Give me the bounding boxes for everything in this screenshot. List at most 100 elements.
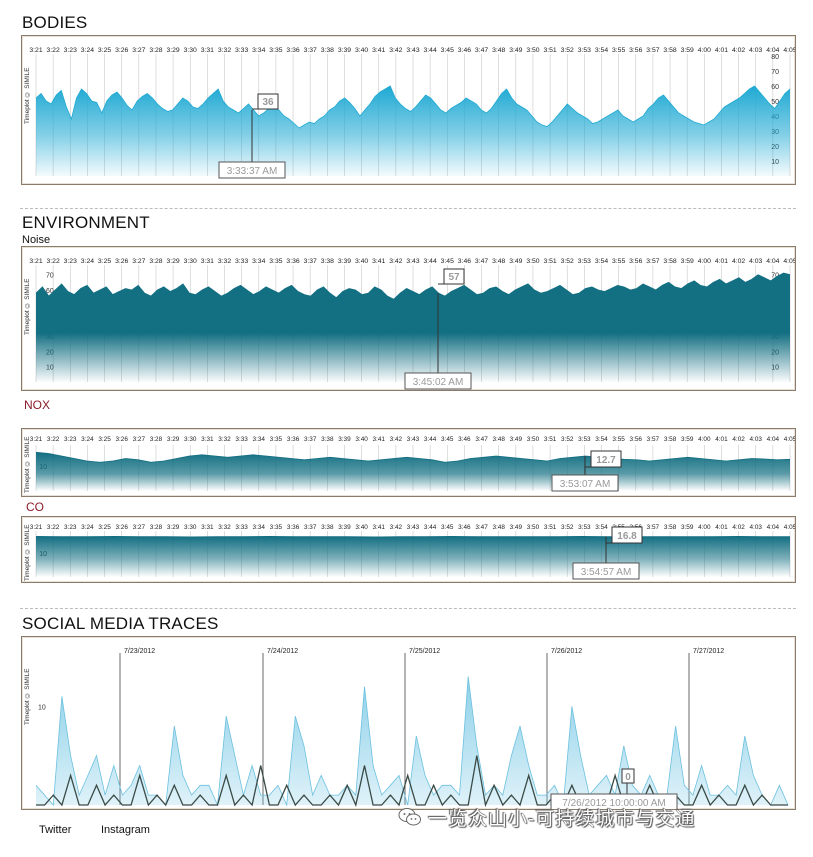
- time-tick-label: 3:53: [578, 47, 591, 54]
- time-tick-label: 3:27: [132, 258, 145, 265]
- time-tick-label: 3:37: [304, 524, 317, 531]
- time-tick-label: 3:52: [561, 524, 574, 531]
- legend-instagram[interactable]: Instagram: [101, 824, 150, 836]
- time-tick-label: 3:48: [492, 524, 505, 531]
- time-tick-label: 3:54: [595, 47, 608, 54]
- nox-chart-panel[interactable]: Timeplot © SIMILE 3:21 3:22 3:23 3:24 3:25 3:…: [21, 428, 796, 497]
- time-tick-label: 3:58: [664, 436, 677, 443]
- time-tick-label: 3:26: [115, 258, 128, 265]
- time-tick-label: 3:41: [373, 524, 386, 531]
- time-tick-label: 3:35: [269, 47, 282, 54]
- time-tick-label: 3:37: [304, 47, 317, 54]
- date-tick-label: 7/25/2012: [409, 648, 440, 655]
- time-tick-label: 3:50: [527, 524, 540, 531]
- time-tick-label: 3:47: [475, 47, 488, 54]
- noise-series-area: [36, 273, 790, 382]
- time-tick-label: 3:58: [664, 524, 677, 531]
- social-title: SOCIAL MEDIA TRACES: [22, 614, 219, 633]
- time-tick-label: 3:40: [355, 258, 368, 265]
- time-tick-label: 3:56: [629, 47, 642, 54]
- time-tick-label: 3:28: [150, 524, 163, 531]
- time-tick-label: 4:01: [715, 258, 728, 265]
- time-tick-label: 3:50: [526, 258, 539, 265]
- time-tick-label: 3:59: [681, 47, 694, 54]
- time-tick-label: 4:05: [784, 436, 795, 443]
- date-tick-label: 7/23/2012: [124, 648, 155, 655]
- time-tick-label: 3:28: [149, 47, 162, 54]
- legend-twitter[interactable]: Twitter: [39, 824, 72, 836]
- time-tick-label: 3:35: [269, 258, 282, 265]
- time-tick-label: 4:00: [698, 47, 711, 54]
- time-tick-label: 3:53: [578, 258, 591, 265]
- co-series-line: [35, 535, 790, 538]
- time-tick-label: 3:36: [286, 47, 299, 54]
- time-tick-label: 4:00: [698, 524, 711, 531]
- co-chart: 3:21 3:22 3:23 3:24 3:25 3:26 3:27 3:28 3:29 3:30…: [30, 524, 795, 580]
- time-tick-label: 3:53: [578, 436, 591, 443]
- time-tick-label: 3:38: [321, 47, 334, 54]
- time-tick-label: 3:42: [390, 524, 403, 531]
- time-tick-label: 3:29: [166, 47, 179, 54]
- time-tick-label: 3:56: [629, 258, 642, 265]
- y-tick-label: 10: [38, 704, 46, 711]
- time-tick-label: 3:55: [612, 436, 625, 443]
- time-tick-label: 3:55: [612, 47, 625, 54]
- divider-2: [20, 608, 796, 609]
- bodies-chart: 3:21 3:22 3:23 3:24 3:25 3:26 3:27 3:28 3:29 3:30…: [29, 47, 795, 179]
- bodies-title: BODIES: [22, 13, 88, 32]
- bodies-chart-panel[interactable]: Timeplot © SIMILE 3:21 3:22 3:23 3:24 3:25 3:…: [21, 35, 796, 185]
- time-tick-label: 3:51: [544, 524, 557, 531]
- y-tick-label: 60: [771, 84, 779, 91]
- time-tick-label: 3:31: [201, 524, 214, 531]
- noise-callout-time-box: [404, 372, 472, 390]
- time-tick-label: 3:30: [184, 436, 197, 443]
- time-tick-label: 3:59: [681, 524, 694, 531]
- noise-callout-value-box: [443, 268, 465, 285]
- time-tick-label: 3:25: [98, 436, 111, 443]
- time-tick-label: 3:50: [527, 436, 540, 443]
- time-tick-label: 3:28: [150, 436, 163, 443]
- time-tick-label: 3:44: [424, 524, 437, 531]
- co-series-area: [36, 536, 790, 577]
- time-tick-label: 3:29: [166, 258, 179, 265]
- time-tick-label: 3:39: [338, 524, 351, 531]
- time-tick-label: 4:04: [766, 258, 779, 265]
- time-tick-label: 3:51: [543, 258, 556, 265]
- time-tick-label: 3:47: [475, 436, 488, 443]
- co-chart-panel[interactable]: Timeplot © SIMILE 3:21 3:22 3:23 3:24 3:25 3:…: [21, 516, 796, 583]
- time-tick-label: 3:34: [252, 47, 265, 54]
- bodies-callout-value: 36: [262, 97, 274, 108]
- date-tick-label: 7/24/2012: [267, 648, 298, 655]
- time-tick-label: 3:32: [218, 524, 231, 531]
- time-tick-label: 3:42: [390, 436, 403, 443]
- time-tick-label: 3:38: [321, 258, 334, 265]
- time-tick-label: 3:30: [184, 524, 197, 531]
- co-callout-value-box: [611, 526, 643, 544]
- noise-callout-value: 57: [448, 272, 460, 283]
- time-tick-label: 3:42: [389, 47, 402, 54]
- time-tick-label: 3:30: [184, 47, 197, 54]
- y-tick-label: 80: [771, 54, 779, 61]
- panel-watermark: Timeplot © SIMILE: [24, 436, 31, 493]
- time-tick-label: 3:32: [218, 436, 231, 443]
- time-tick-label: 3:32: [218, 47, 231, 54]
- time-tick-label: 3:48: [492, 258, 505, 265]
- noise-chart-panel[interactable]: Timeplot © SIMILE 3:21 3:22 3:23 3:24 3:25 3:…: [21, 246, 796, 391]
- time-tick-label: 3:46: [458, 47, 471, 54]
- co-callout-time: 3:54:57 AM: [581, 567, 632, 578]
- co-label: CO: [26, 500, 44, 514]
- social-chart-panel[interactable]: Timeplot © SIMILE 7/23/2012 7/24/2012 7/25…: [21, 636, 796, 810]
- time-tick-label: 3:48: [492, 47, 505, 54]
- time-tick-label: 4:02: [732, 436, 745, 443]
- time-tick-label: 3:40: [355, 47, 368, 54]
- time-tick-label: 3:57: [646, 47, 659, 54]
- time-tick-label: 3:49: [509, 47, 522, 54]
- bodies-series-line: [35, 85, 791, 129]
- nox-label: NOX: [24, 398, 51, 412]
- time-tick-label: 3:33: [235, 258, 248, 265]
- time-tick-label: 3:46: [458, 436, 471, 443]
- time-tick-label: 3:22: [47, 524, 60, 531]
- time-tick-label: 3:34: [253, 436, 266, 443]
- time-tick-label: 3:39: [338, 258, 351, 265]
- time-tick-label: 4:03: [750, 524, 763, 531]
